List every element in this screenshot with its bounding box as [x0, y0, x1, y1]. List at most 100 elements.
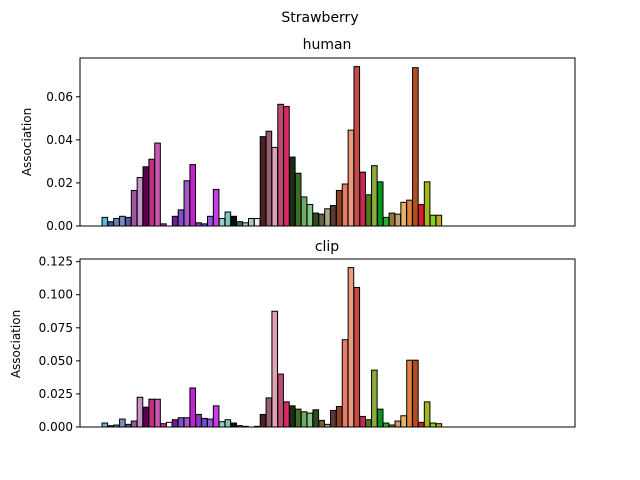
bar-human-0: [101, 216, 109, 227]
bar-human-49: [388, 212, 396, 227]
bar-clip-12: [171, 419, 179, 428]
bar-clip-11: [165, 421, 173, 428]
bar-human-54: [417, 203, 425, 227]
bar-clip-33: [294, 408, 302, 428]
bar-human-37: [318, 213, 325, 227]
y-tick-label-human-1: 0.02: [46, 176, 73, 190]
y-tick-label-clip-2: 0.050: [39, 354, 73, 368]
bar-clip-37: [318, 419, 325, 428]
bar-human-5: [130, 189, 138, 227]
y-ticks-human: 0.00 0.02 0.04 0.06: [46, 90, 80, 233]
bar-clip-17: [201, 417, 208, 428]
bar-clip-35: [306, 412, 314, 428]
bars-clip: [101, 267, 443, 428]
y-axis-label-clip: Association: [9, 310, 23, 378]
bar-clip-29: [271, 310, 279, 428]
bar-clip-6: [136, 396, 144, 428]
bar-clip-19: [212, 405, 220, 428]
bar-clip-55: [423, 401, 431, 428]
bar-human-9: [154, 142, 161, 227]
bar-clip-18: [206, 418, 214, 428]
bar-clip-51: [400, 415, 407, 428]
bar-clip-31: [283, 401, 290, 428]
bar-human-46: [371, 165, 378, 227]
bar-human-19: [212, 188, 220, 227]
y-tick-label-clip-3: 0.075: [39, 321, 73, 335]
panel-title-human: human: [303, 37, 352, 53]
bar-human-22: [230, 215, 238, 227]
bar-human-56: [429, 214, 437, 227]
plot-frame-clip: [79, 258, 576, 428]
bar-human-40: [335, 189, 343, 227]
bar-human-21: [224, 211, 232, 227]
bar-human-32: [289, 156, 296, 227]
figure-title: Strawberry: [281, 10, 358, 26]
bar-human-31: [283, 105, 290, 227]
bar-human-18: [206, 215, 214, 227]
bar-human-20: [218, 217, 226, 227]
bar-human-48: [382, 216, 390, 227]
bar-clip-28: [265, 397, 273, 428]
bar-clip-7: [142, 406, 150, 428]
bar-clip-43: [353, 286, 361, 428]
bar-clip-9: [154, 398, 161, 428]
bar-human-42: [347, 129, 355, 227]
bar-clip-39: [330, 409, 337, 428]
bar-clip-15: [189, 387, 196, 428]
panel-human: human Association 0.00 0.02 0.04 0.06: [20, 37, 576, 233]
bar-clip-3: [119, 418, 126, 428]
bar-human-36: [312, 212, 320, 227]
y-tick-label-clip-0: 0.000: [39, 420, 73, 434]
bar-clip-54: [417, 421, 425, 428]
bar-human-14: [183, 180, 191, 227]
bar-clip-53: [412, 359, 419, 428]
bar-human-50: [394, 213, 402, 227]
bar-clip-13: [177, 417, 185, 428]
bar-human-8: [148, 158, 155, 227]
y-tick-label-clip-5: 0.125: [39, 255, 73, 269]
bar-human-23: [236, 221, 243, 227]
bar-human-55: [423, 181, 431, 227]
y-ticks-clip: 0.000 0.025 0.050 0.075 0.100 0.125: [39, 255, 80, 434]
bars-human: [101, 66, 443, 227]
y-tick-label-human-3: 0.06: [46, 90, 73, 104]
bar-human-4: [124, 216, 132, 227]
bar-clip-20: [218, 421, 226, 428]
bar-clip-52: [406, 359, 413, 428]
bar-clip-44: [359, 415, 366, 428]
bar-clip-41: [341, 339, 349, 428]
bar-human-30: [277, 103, 284, 227]
bar-clip-16: [195, 413, 202, 428]
bar-clip-48: [382, 422, 390, 428]
bar-clip-45: [365, 419, 372, 428]
panel-clip: clip Association 0.000 0.025 0.050 0.075 0.1…: [9, 239, 576, 434]
y-tick-label-human-2: 0.04: [46, 133, 73, 147]
bar-human-7: [142, 166, 150, 227]
bar-human-12: [171, 215, 179, 227]
bar-clip-40: [335, 406, 343, 428]
bar-human-41: [341, 183, 349, 227]
y-tick-label-human-0: 0.00: [46, 219, 73, 233]
bar-human-3: [119, 215, 126, 227]
bar-human-13: [177, 209, 185, 227]
bar-human-45: [365, 194, 372, 227]
bar-clip-46: [371, 369, 378, 428]
bar-clip-22: [230, 422, 238, 428]
bar-human-25: [248, 217, 255, 227]
bar-clip-36: [312, 409, 320, 428]
y-axis-label-human: Association: [20, 108, 34, 176]
bar-human-15: [189, 164, 196, 227]
bar-human-27: [259, 136, 267, 227]
bar-human-51: [400, 201, 407, 227]
bar-human-39: [330, 205, 337, 227]
bar-clip-21: [224, 419, 232, 428]
bar-human-33: [294, 172, 302, 227]
bar-clip-47: [376, 408, 384, 428]
bar-human-53: [412, 67, 419, 227]
bar-human-52: [406, 199, 413, 227]
y-tick-label-clip-1: 0.025: [39, 387, 73, 401]
bar-human-2: [113, 217, 120, 227]
bar-human-28: [265, 130, 273, 227]
bar-human-26: [253, 217, 261, 227]
y-tick-label-clip-4: 0.100: [39, 288, 73, 302]
